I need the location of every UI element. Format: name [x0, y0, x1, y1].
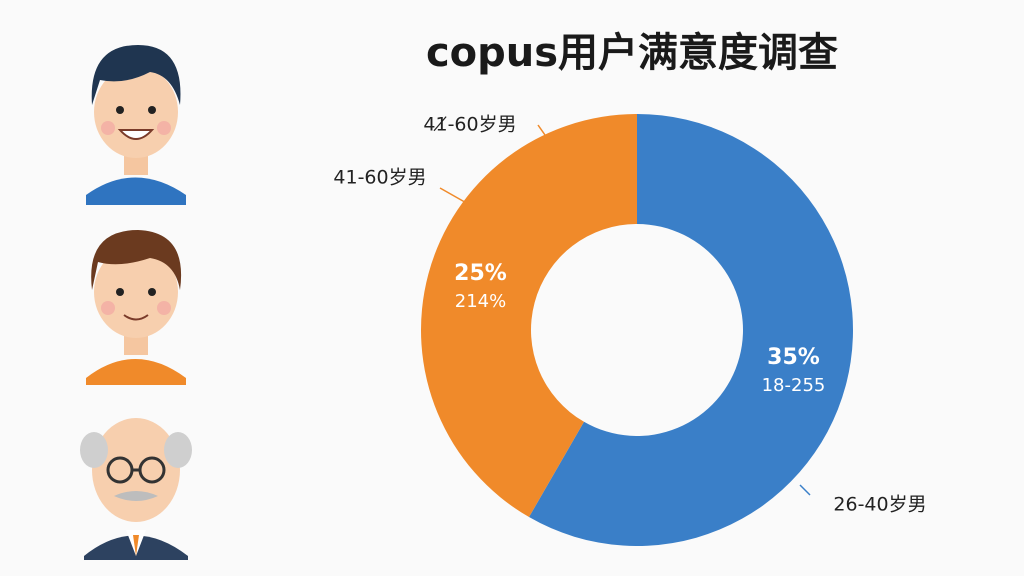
donut-chart: 35% 18-255 26-40岁男 25% 214% 41-60岁男 41̸-60岁男: [333, 114, 927, 546]
avatar-elder: [80, 418, 192, 560]
donut-segment: [529, 114, 854, 546]
sub-label: 214%: [455, 291, 506, 312]
annotation: 41̸-60岁男: [423, 114, 516, 136]
sub-label: 18-255: [762, 375, 826, 396]
value-label: 35%: [767, 345, 820, 370]
chart-title: copus用户满意度调查: [426, 30, 838, 76]
category-label: 26-40岁男: [833, 494, 926, 516]
value-label: 25%: [454, 261, 507, 286]
leader-line: [439, 187, 471, 206]
donut-segment: [421, 114, 637, 518]
avatar-middle: [86, 230, 186, 385]
leader-line: [537, 124, 553, 146]
avatar-young: [86, 45, 186, 205]
category-label: 41-60岁男: [333, 167, 426, 189]
leader-line: [799, 484, 811, 496]
